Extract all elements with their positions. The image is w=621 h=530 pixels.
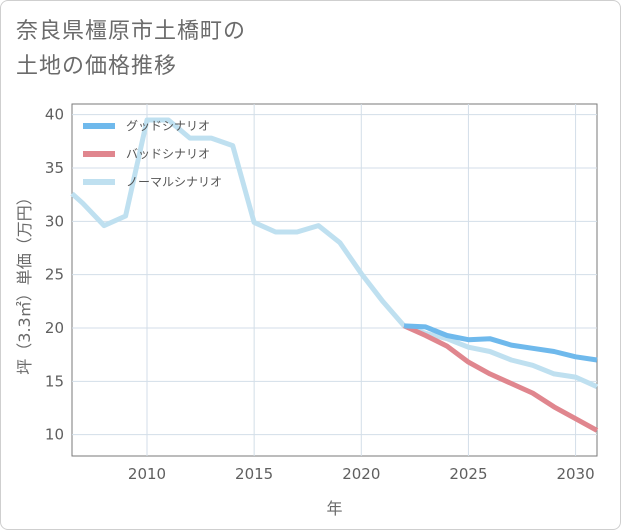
series-line-bad <box>403 323 599 433</box>
x-tick-label: 2020 <box>342 465 380 483</box>
legend-label: ノーマルシナリオ <box>126 175 222 189</box>
y-tick-label: 25 <box>45 266 64 284</box>
x-tick-label: 2010 <box>128 465 166 483</box>
chart-title-line2: 土地の価格推移 <box>16 54 178 79</box>
y-axis-label: 坪（3.3㎡）単価（万円） <box>15 189 34 374</box>
legend-label: グッドシナリオ <box>126 119 210 133</box>
series-line-normal <box>70 117 599 389</box>
y-tick-label: 30 <box>45 212 64 230</box>
y-tick-label: 10 <box>45 426 64 444</box>
x-axis-label: 年 <box>326 499 342 518</box>
x-tick-label: 2015 <box>235 465 273 483</box>
plot-area <box>71 103 598 457</box>
y-tick-label: 15 <box>45 372 64 390</box>
y-tick-label: 20 <box>45 319 64 337</box>
chart-title-line1: 奈良県橿原市土橋町の <box>16 19 247 44</box>
y-tick-label: 40 <box>45 106 64 124</box>
series-line-good <box>403 323 598 363</box>
chart-title: 奈良県橿原市土橋町の 土地の価格推移 <box>16 14 246 84</box>
x-tick-label: 2030 <box>556 465 594 483</box>
legend-label: バッドシナリオ <box>126 147 210 161</box>
x-tick-label: 2025 <box>449 465 487 483</box>
y-tick-label: 35 <box>45 159 64 177</box>
